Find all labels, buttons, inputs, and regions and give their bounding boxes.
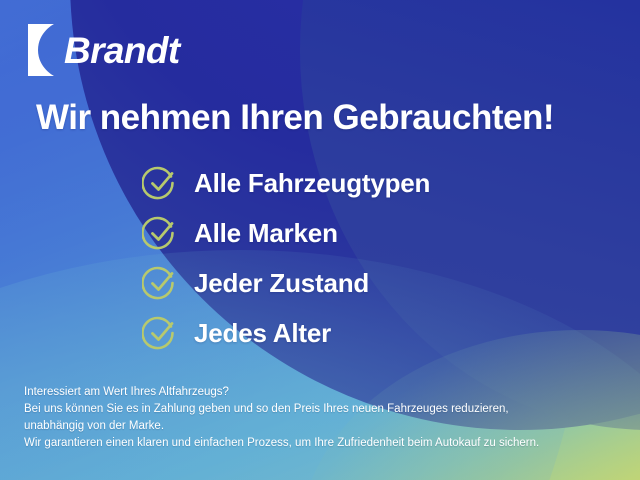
check-circle-icon	[141, 215, 178, 251]
feature-list: Alle Fahrzeugtypen Alle Marken	[141, 158, 431, 358]
check-circle-icon	[141, 265, 178, 301]
description-text: Interessiert am Wert Ihres Altfahrzeugs?…	[24, 384, 539, 452]
brandt-crescent-mark-icon	[24, 22, 58, 78]
check-circle-icon	[141, 165, 178, 201]
list-item-label: Alle Fahrzeugtypen	[194, 167, 431, 198]
description-line: Wir garantieren einen klaren und einfach…	[24, 437, 540, 449]
check-circle-icon	[141, 315, 178, 351]
list-item: Alle Marken	[141, 208, 430, 258]
list-item: Jedes Alter	[141, 308, 430, 358]
list-item-label: Jeder Zustand	[194, 267, 370, 298]
list-item-label: Alle Marken	[194, 217, 338, 248]
list-item: Alle Fahrzeugtypen	[141, 158, 431, 208]
list-item: Jeder Zustand	[141, 258, 430, 308]
brand-logo[interactable]: Brandt	[24, 22, 180, 78]
page-title: Wir nehmen Ihren Gebrauchten!	[36, 98, 555, 137]
description-line: unabhängig von der Marke.	[24, 420, 165, 432]
brand-logo-text: Brandt	[64, 29, 180, 71]
list-item-label: Jedes Alter	[194, 317, 332, 348]
description-line: Interessiert am Wert Ihres Altfahrzeugs?	[24, 386, 229, 398]
description-line: Bei uns können Sie es in Zahlung geben u…	[24, 403, 509, 415]
